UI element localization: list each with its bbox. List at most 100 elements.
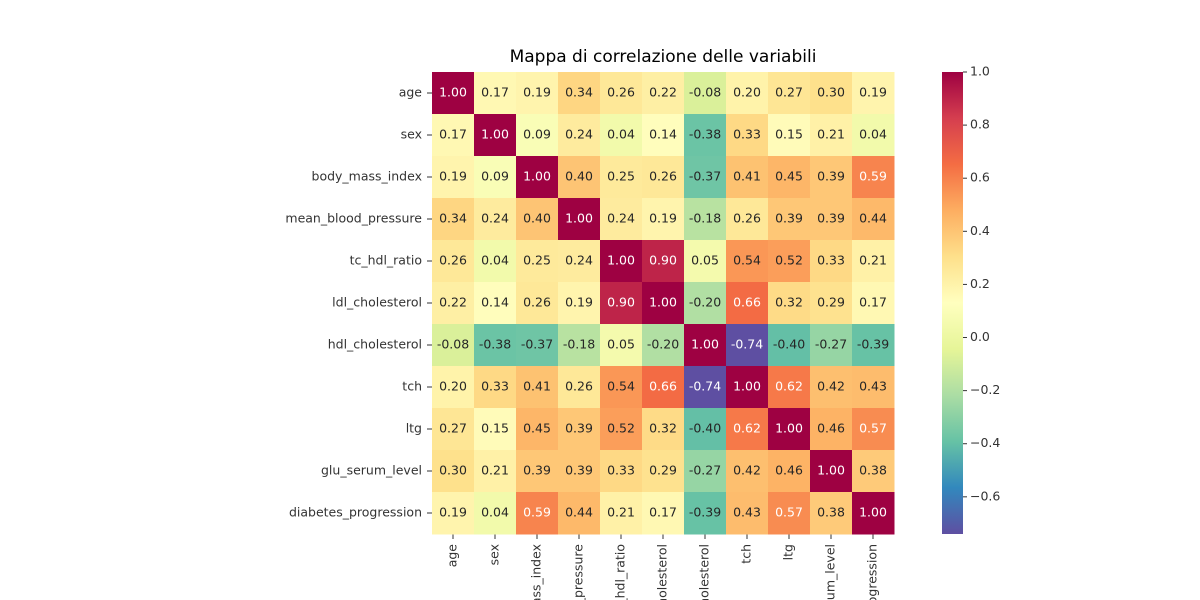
heatmap-cell [768, 450, 811, 493]
cell-label: 0.54 [733, 253, 761, 268]
heatmap-cell [726, 240, 769, 283]
x-tick-label: ltg [781, 544, 796, 560]
heatmap-cell [852, 198, 895, 241]
heatmap-cell [810, 198, 853, 241]
cell-label: 0.24 [565, 253, 593, 268]
cell-label: 0.38 [859, 463, 887, 478]
cell-label: 1.00 [859, 505, 887, 520]
heatmap-cell [726, 114, 769, 157]
cell-label: -0.74 [731, 337, 763, 352]
heatmap-cell [516, 282, 559, 325]
heatmap-cell [642, 366, 685, 409]
cell-label: -0.27 [815, 337, 847, 352]
cell-label: 0.39 [817, 169, 845, 184]
heatmap-cell [516, 72, 559, 115]
heatmap-cell [600, 156, 643, 199]
cell-label: 0.57 [859, 421, 887, 436]
heatmap-cell [474, 492, 517, 535]
cell-label: 0.39 [817, 211, 845, 226]
cell-label: 0.17 [439, 127, 467, 142]
cell-label: 0.34 [565, 85, 593, 100]
heatmap-cell [600, 282, 643, 325]
cell-label: 0.21 [607, 505, 635, 520]
cell-label: 0.09 [481, 169, 509, 184]
heatmap-cell [600, 492, 643, 535]
cell-label: -0.39 [689, 505, 721, 520]
y-tick-label: age [399, 85, 423, 100]
cell-label: -0.37 [521, 337, 553, 352]
cell-label: 0.90 [607, 295, 635, 310]
cell-label: 0.24 [481, 211, 509, 226]
heatmap-cell [726, 408, 769, 451]
cell-label: 0.19 [649, 211, 677, 226]
cell-label: 0.41 [733, 169, 761, 184]
heatmap-cell [558, 156, 601, 199]
cell-label: 0.04 [481, 505, 509, 520]
heatmap-cell [432, 366, 475, 409]
cell-label: 0.66 [649, 379, 677, 394]
heatmap-cell [432, 282, 475, 325]
heatmap-cell [558, 198, 601, 241]
heatmap-cell [558, 72, 601, 115]
cell-label: -0.38 [689, 127, 721, 142]
heatmap-cell [810, 114, 853, 157]
heatmap-cell [516, 240, 559, 283]
x-tick-label: ldl_cholesterol [655, 544, 670, 600]
cell-label: -0.18 [689, 211, 721, 226]
colorbar-tick-label: −0.6 [970, 488, 1000, 503]
heatmap-cell [768, 198, 811, 241]
cell-label: 0.21 [859, 253, 887, 268]
cell-label: 0.26 [439, 253, 467, 268]
heatmap-cell [474, 114, 517, 157]
cell-label: 0.05 [607, 337, 635, 352]
heatmap-cell [432, 450, 475, 493]
heatmap-cell [768, 492, 811, 535]
x-tick-label: age [445, 544, 460, 568]
cell-label: 0.14 [481, 295, 509, 310]
cell-label: 0.29 [817, 295, 845, 310]
heatmap-cell [600, 240, 643, 283]
heatmap-cell [726, 450, 769, 493]
cell-label: -0.27 [689, 463, 721, 478]
cell-label: 0.25 [523, 253, 551, 268]
heatmap-cell [726, 72, 769, 115]
heatmap-cell [810, 282, 853, 325]
cell-label: -0.08 [437, 337, 469, 352]
heatmap-cell [642, 198, 685, 241]
cell-label: 0.59 [523, 505, 551, 520]
x-tick-label: glu_serum_level [823, 544, 838, 600]
heatmap-cell [600, 366, 643, 409]
cell-label: 0.46 [817, 421, 845, 436]
heatmap-cell [810, 72, 853, 115]
cell-label: 0.66 [733, 295, 761, 310]
cell-label: 0.29 [649, 463, 677, 478]
heatmap-cell [852, 408, 895, 451]
heatmap-cell [600, 450, 643, 493]
cell-label: 0.26 [523, 295, 551, 310]
heatmap-cell [684, 240, 727, 283]
cell-label: 0.39 [565, 463, 593, 478]
cell-label: 0.04 [481, 253, 509, 268]
heatmap-cell [768, 324, 811, 367]
cell-label: -0.20 [689, 295, 721, 310]
heatmap-cell [852, 366, 895, 409]
cell-label: 0.41 [523, 379, 551, 394]
heatmap-cell [852, 156, 895, 199]
heatmap-cell [726, 324, 769, 367]
heatmap-cell [852, 282, 895, 325]
cell-label: 0.52 [607, 421, 635, 436]
heatmap-cell [474, 450, 517, 493]
heatmap-cell [558, 114, 601, 157]
cell-label: 1.00 [775, 421, 803, 436]
heatmap-cell [432, 492, 475, 535]
heatmap-cell [852, 492, 895, 535]
y-tick-label: ltg [406, 421, 422, 436]
x-tick-label: hdl_cholesterol [697, 544, 712, 600]
heatmap-cell [516, 366, 559, 409]
cell-label: 0.27 [439, 421, 467, 436]
cell-label: 0.40 [565, 169, 593, 184]
cell-label: 0.15 [481, 421, 509, 436]
colorbar [942, 72, 963, 534]
cell-label: 1.00 [733, 379, 761, 394]
heatmap-cell [684, 72, 727, 115]
